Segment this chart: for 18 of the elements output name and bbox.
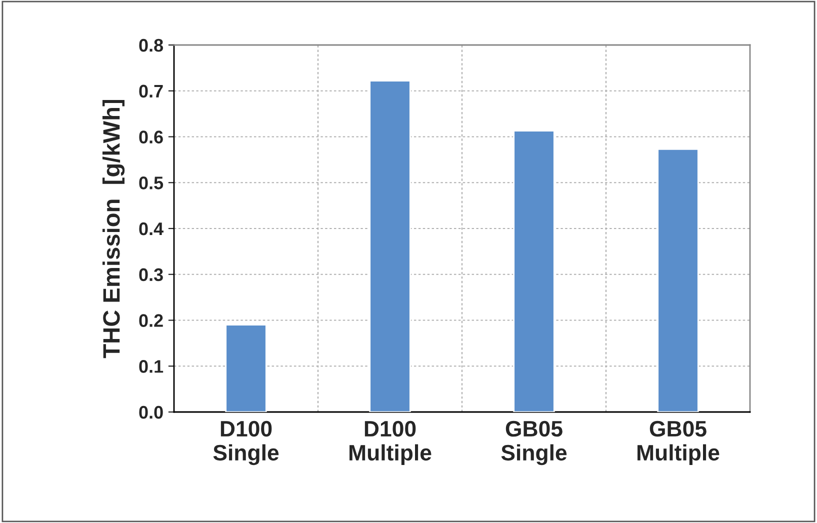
y-tick-label: 0.1: [139, 360, 164, 373]
x-tick-label: D100 Single: [213, 420, 279, 466]
y-tick-label: 0.8: [139, 38, 164, 52]
y-tick-label: 0.7: [139, 84, 163, 98]
y-tick-label: 0.5: [139, 176, 164, 190]
y-tick-label: 0.2: [139, 314, 163, 327]
x-tick-label: D100 Multiple: [350, 420, 432, 465]
bar: [225, 324, 267, 412]
y-tick-label: 0.4: [139, 222, 164, 236]
y-axis-title: THC Emission [g/kWh]: [102, 100, 125, 358]
y-tick-label: 0.3: [139, 268, 163, 282]
x-tick-label: GB05 Multiple: [638, 420, 720, 465]
bar: [369, 80, 411, 412]
y-tick-label: 0.0: [139, 406, 163, 419]
x-tick-label: GB05 Single: [501, 420, 567, 466]
bar: [657, 148, 699, 412]
bar: [513, 130, 555, 412]
y-tick-label: 0.6: [139, 130, 163, 144]
